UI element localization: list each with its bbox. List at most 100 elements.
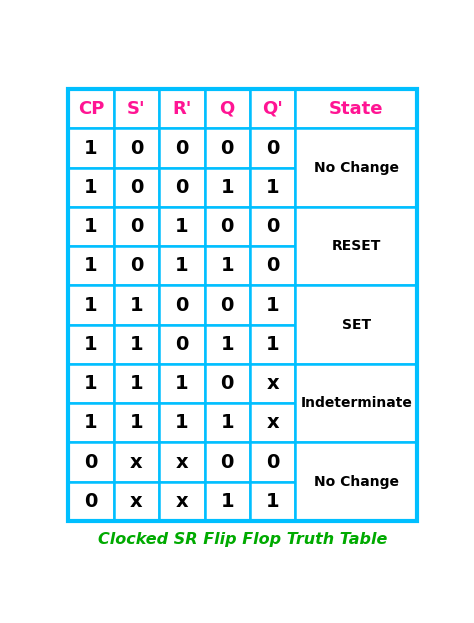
Bar (205, 403, 250, 442)
Bar (114, 207, 159, 246)
Bar (250, 128, 295, 168)
Bar (205, 89, 250, 128)
Text: 1: 1 (220, 178, 234, 197)
Bar (295, 207, 418, 285)
Bar (250, 325, 295, 364)
Bar (295, 442, 418, 521)
Text: SET: SET (342, 318, 371, 331)
Bar (205, 325, 250, 364)
Bar (68, 285, 114, 325)
Text: 1: 1 (220, 256, 234, 275)
Bar (114, 403, 159, 442)
Text: 0: 0 (220, 295, 234, 315)
Bar (68, 246, 114, 285)
Text: x: x (175, 492, 188, 511)
Text: State: State (329, 100, 383, 118)
Bar (68, 168, 114, 207)
Text: Q': Q' (262, 100, 283, 118)
Bar (114, 325, 159, 364)
Text: 0: 0 (175, 335, 189, 354)
Text: R': R' (172, 100, 191, 118)
Bar (68, 364, 114, 403)
Text: 1: 1 (266, 492, 279, 511)
Text: 0: 0 (175, 178, 189, 197)
Bar (250, 246, 295, 285)
Bar (159, 168, 205, 207)
Text: CP: CP (78, 100, 104, 118)
Bar (205, 364, 250, 403)
Bar (205, 285, 250, 325)
Text: No Change: No Change (314, 161, 399, 174)
Bar (159, 442, 205, 482)
Text: 1: 1 (130, 374, 143, 393)
Bar (159, 207, 205, 246)
Text: 0: 0 (130, 178, 143, 197)
Bar (68, 403, 114, 442)
Bar (205, 168, 250, 207)
Bar (205, 128, 250, 168)
Bar (205, 482, 250, 521)
Bar (159, 325, 205, 364)
Text: 1: 1 (84, 178, 98, 197)
Text: 1: 1 (175, 256, 189, 275)
Text: 1: 1 (84, 413, 98, 432)
Bar (114, 482, 159, 521)
Bar (250, 285, 295, 325)
Text: 1: 1 (266, 295, 279, 315)
Text: x: x (266, 374, 279, 393)
Bar (205, 442, 250, 482)
Bar (159, 89, 205, 128)
Bar (295, 89, 418, 128)
Text: 0: 0 (220, 452, 234, 472)
Bar (114, 128, 159, 168)
Bar (295, 128, 418, 207)
Text: S': S' (127, 100, 146, 118)
Bar (159, 403, 205, 442)
Bar (114, 89, 159, 128)
Bar (114, 168, 159, 207)
Bar (114, 442, 159, 482)
Text: 0: 0 (130, 256, 143, 275)
Text: 1: 1 (130, 335, 143, 354)
Bar (159, 246, 205, 285)
Bar (68, 89, 418, 521)
Text: 0: 0 (175, 295, 189, 315)
Text: 0: 0 (220, 138, 234, 158)
Bar (250, 442, 295, 482)
Bar (250, 168, 295, 207)
Text: Indeterminate: Indeterminate (301, 396, 412, 410)
Text: x: x (130, 492, 143, 511)
Text: Clocked SR Flip Flop Truth Table: Clocked SR Flip Flop Truth Table (98, 532, 388, 547)
Bar (114, 364, 159, 403)
Text: 1: 1 (220, 492, 234, 511)
Text: 1: 1 (175, 374, 189, 393)
Text: 0: 0 (220, 374, 234, 393)
Text: 1: 1 (84, 217, 98, 236)
Text: 1: 1 (266, 335, 279, 354)
Bar (159, 482, 205, 521)
Bar (205, 207, 250, 246)
Text: 1: 1 (84, 374, 98, 393)
Bar (68, 442, 114, 482)
Text: 1: 1 (220, 335, 234, 354)
Bar (68, 128, 114, 168)
Bar (68, 207, 114, 246)
Text: 0: 0 (266, 452, 279, 472)
Bar (250, 364, 295, 403)
Text: Q: Q (219, 100, 235, 118)
Bar (250, 207, 295, 246)
Text: 0: 0 (220, 217, 234, 236)
Text: x: x (266, 413, 279, 432)
Bar (114, 285, 159, 325)
Text: 1: 1 (84, 295, 98, 315)
Text: 1: 1 (266, 178, 279, 197)
Text: 0: 0 (130, 217, 143, 236)
Text: RESET: RESET (332, 239, 381, 253)
Bar (68, 325, 114, 364)
Bar (159, 128, 205, 168)
Text: x: x (130, 452, 143, 472)
Bar (159, 364, 205, 403)
Text: 0: 0 (84, 452, 98, 472)
Bar (250, 403, 295, 442)
Text: x: x (175, 452, 188, 472)
